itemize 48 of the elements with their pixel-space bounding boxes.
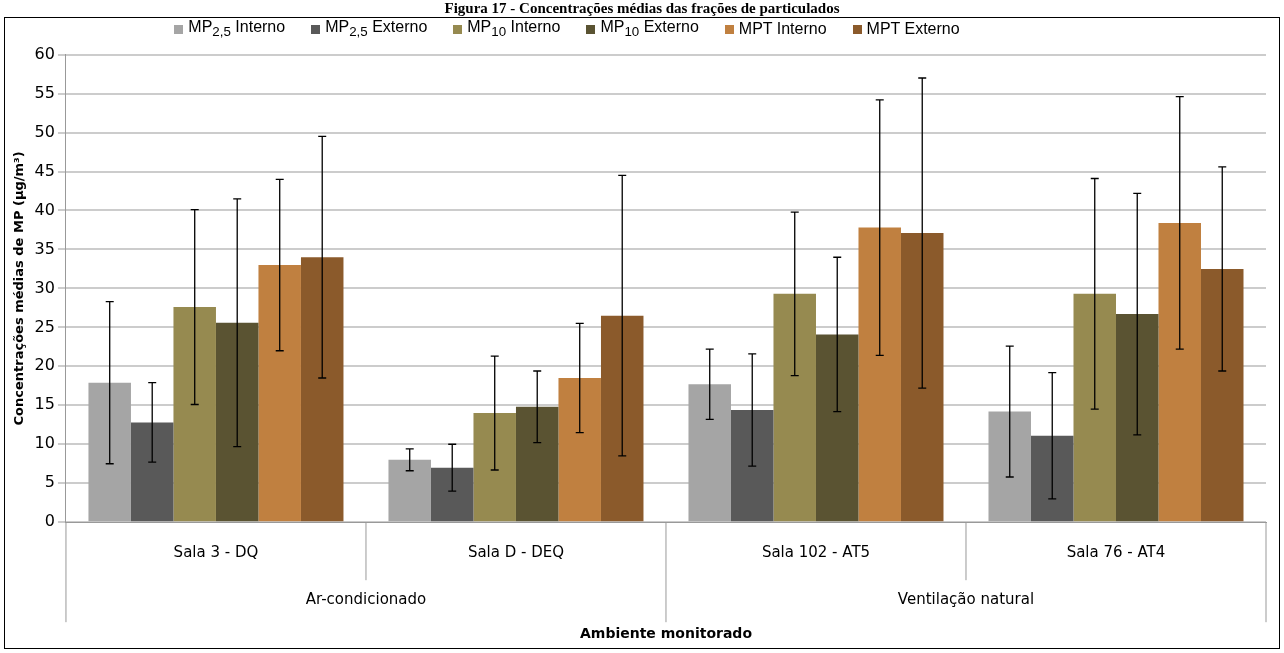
- bar: [1073, 293, 1116, 522]
- bar: [815, 334, 859, 522]
- bar: [300, 257, 344, 522]
- y-tick-label: 5: [44, 472, 55, 492]
- x-tick-label: Sala 3 - DQ: [173, 543, 259, 562]
- bar: [730, 409, 774, 522]
- legend-label: MP$_{10}$ Externo: [600, 18, 699, 40]
- y-tick-label: 15: [34, 394, 55, 414]
- bar: [1115, 314, 1159, 522]
- y-axis-title: Concentrações médias de MP (µg/m³): [11, 151, 27, 426]
- y-tick-label: 60: [34, 43, 55, 63]
- y-tick-label: 55: [34, 82, 55, 102]
- text: Ventilação natural: [897, 590, 1035, 609]
- bar: [130, 422, 174, 522]
- y-tick-label: 20: [34, 355, 55, 375]
- legend-label: MPT Interno: [738, 20, 827, 38]
- y-tick-label: 40: [34, 199, 55, 219]
- bar: [773, 293, 816, 522]
- legend-label: MP$_{2,5}$ Externo: [325, 18, 428, 40]
- bar: [1158, 222, 1201, 522]
- y-tick-label: 35: [34, 238, 55, 258]
- bar: [215, 322, 259, 522]
- y-tick-label: 25: [34, 316, 55, 336]
- y-tick-label: 45: [34, 160, 55, 180]
- y-tick-label: 10: [34, 433, 55, 453]
- bar: [515, 406, 559, 522]
- bar: [600, 315, 644, 522]
- bar: [900, 233, 944, 522]
- bar: [558, 378, 601, 522]
- bar: [173, 307, 216, 522]
- bar: [473, 413, 516, 522]
- y-tick-label: 30: [34, 277, 55, 297]
- legend-label: MP$_{10}$ Interno: [467, 18, 561, 40]
- x-tick-label: Sala 102 - AT5: [761, 543, 871, 562]
- bar: [430, 467, 474, 522]
- bar: [858, 227, 901, 522]
- chart-title: Figura 17 - Concentrações médias das frações de particulados: [443, 0, 841, 17]
- text: Ar-condicionado: [305, 590, 427, 609]
- legend-label: MP$_{2,5}$ Interno: [188, 18, 286, 40]
- bar: [258, 265, 301, 522]
- x-axis-title: Ambiente monitorado: [579, 625, 753, 642]
- x-tick-label: Sala D - DEQ: [467, 543, 565, 562]
- x-tick-label: Sala 76 - AT4: [1066, 543, 1166, 562]
- y-tick-label: 50: [34, 121, 55, 141]
- y-tick-label: 0: [44, 511, 55, 531]
- bar: [1030, 435, 1074, 522]
- legend-label: MPT Externo: [866, 20, 960, 38]
- bar: [1201, 268, 1244, 522]
